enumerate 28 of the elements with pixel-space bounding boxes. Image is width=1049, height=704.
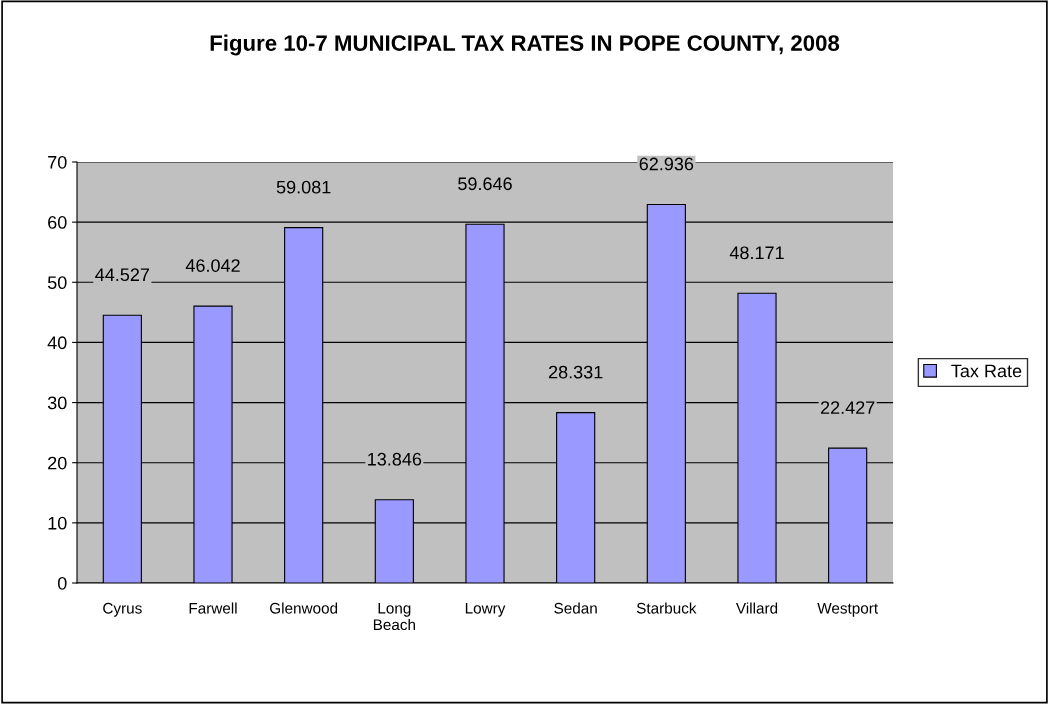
data-label: 46.042 (185, 259, 240, 272)
chart-title: Figure 10-7 MUNICIPAL TAX RATES IN POPE COUNTY, 2008 (210, 34, 840, 56)
y-tick-label: 0 (57, 576, 67, 590)
data-label: 22.427 (820, 401, 875, 414)
y-tick-label: 40 (47, 336, 67, 350)
x-tick-label: Lowry (465, 603, 506, 617)
y-tick-label: 50 (47, 276, 67, 290)
x-tick-label: Sedan (554, 602, 597, 614)
x-tick-label: Villard (735, 602, 778, 614)
data-label: 44.527 (95, 268, 150, 282)
x-tick-label: Westport (817, 603, 878, 617)
data-label: 28.331 (548, 365, 603, 379)
x-tick-label: Cyrus (103, 602, 142, 617)
data-label: 48.171 (729, 246, 784, 260)
y-tick-label: 60 (48, 216, 67, 229)
data-label: 59.081 (276, 180, 331, 194)
y-tick-label: 10 (48, 516, 67, 530)
y-tick-label: 20 (48, 456, 67, 470)
y-tick-label: 30 (47, 396, 67, 410)
x-tick-label: Long Beach (373, 603, 415, 631)
y-tick-label: 70 (48, 155, 67, 169)
x-tick-label: Glenwood (270, 602, 338, 614)
legend-label: Tax Rate (951, 364, 1022, 378)
x-tick-label: Starbuck (636, 602, 697, 614)
data-label: 13.846 (368, 452, 422, 466)
data-label: 62.936 (639, 157, 694, 171)
data-label: 59.646 (458, 177, 512, 191)
x-tick-label: Farwell (189, 602, 237, 614)
